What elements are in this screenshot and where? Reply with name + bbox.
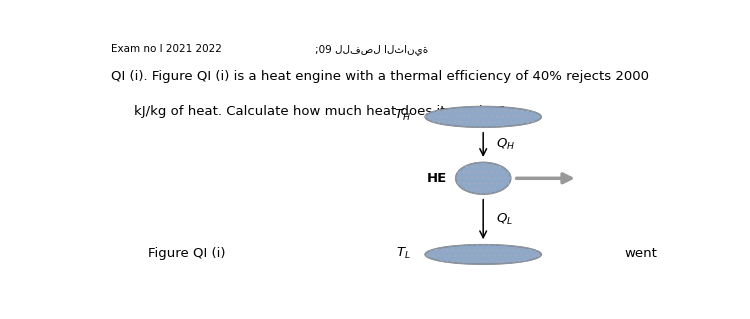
Text: kJ/kg of heat. Calculate how much heat does it receive?: kJ/kg of heat. Calculate how much heat d… [134,105,506,118]
Text: ;09 للفصل الثانية: ;09 للفصل الثانية [315,44,428,56]
Text: $T_H$: $T_H$ [394,108,410,123]
Ellipse shape [425,245,542,264]
Ellipse shape [455,162,511,194]
Text: $Q_L$: $Q_L$ [496,212,513,227]
Ellipse shape [425,107,542,127]
Text: went: went [625,247,658,260]
Text: $T_L$: $T_L$ [396,246,410,261]
Text: $Q_H$: $Q_H$ [496,137,515,152]
Text: Exam no l 2021 2022: Exam no l 2021 2022 [111,44,222,55]
Text: Figure QI (i): Figure QI (i) [148,247,226,260]
Text: HE: HE [427,172,447,185]
Text: QI (i). Figure QI (i) is a heat engine with a thermal efficiency of 40% rejects : QI (i). Figure QI (i) is a heat engine w… [111,70,650,83]
